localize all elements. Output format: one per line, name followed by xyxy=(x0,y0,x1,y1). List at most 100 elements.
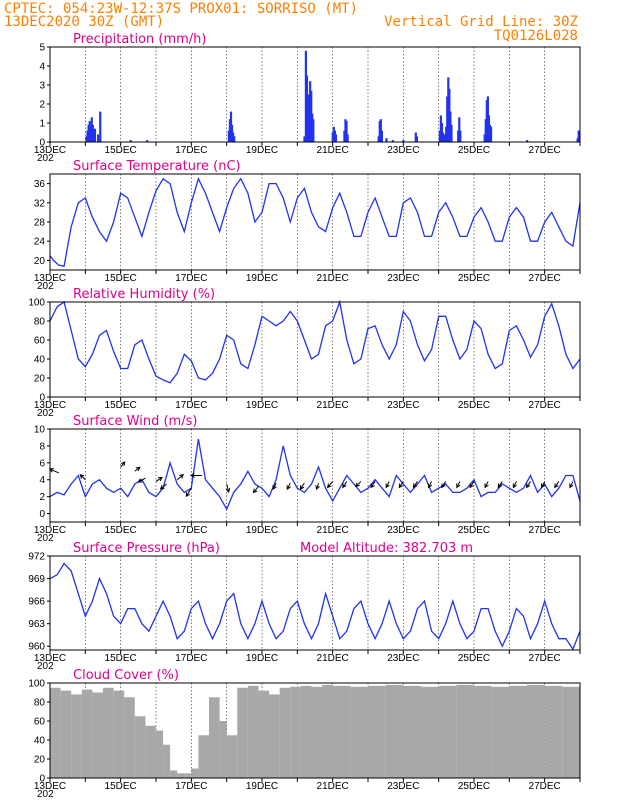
wind-arrow-head xyxy=(157,476,163,482)
wind-arrow-head xyxy=(497,483,503,489)
y-tick-label: 100 xyxy=(28,298,45,309)
wind-arrow xyxy=(272,482,277,491)
cloud-bar xyxy=(279,687,291,778)
wind-arrow xyxy=(189,473,202,478)
wind-arrow-head xyxy=(135,466,141,472)
y-tick-label: 0 xyxy=(39,393,45,404)
wind-arrow-head xyxy=(286,485,291,491)
x-tick-label: 21DEC xyxy=(317,525,349,536)
x-tick-label: 21DEC xyxy=(317,145,349,156)
y-tick-label: 10 xyxy=(34,425,46,436)
x-tick-label: 13DEC xyxy=(34,653,66,664)
x-tick-label: 25DEC xyxy=(458,525,490,536)
wind-arrow-head xyxy=(554,483,559,489)
cloud-bar xyxy=(247,685,259,778)
precip-bar xyxy=(450,124,453,142)
wind-arrow xyxy=(299,482,305,490)
wind-arrow-shaft xyxy=(398,481,404,488)
precip-bar xyxy=(489,126,493,142)
cloud-bar xyxy=(50,687,61,778)
cloud-bar xyxy=(209,697,220,778)
y-tick-label: 40 xyxy=(34,355,46,366)
temperature-line xyxy=(49,177,581,267)
wind-arrow-head xyxy=(355,482,360,488)
x-tick-label: 19DEC xyxy=(246,525,278,536)
x-axis-year-stub: 202 xyxy=(37,281,54,292)
wind-arrow xyxy=(469,481,475,489)
panel-title: Cloud Cover (%) xyxy=(73,668,179,683)
y-tick-label: 100 xyxy=(28,679,45,690)
wind-arrow-head xyxy=(541,483,546,489)
x-tick-label: 13DEC xyxy=(34,145,66,156)
x-tick-label: 27DEC xyxy=(529,273,561,284)
wind-arrow xyxy=(385,481,390,489)
x-tick-label: 19DEC xyxy=(246,653,278,664)
x-tick-label: 15DEC xyxy=(105,400,137,411)
precip-bar xyxy=(346,134,349,142)
wind-arrow-head xyxy=(159,485,165,490)
wind-arrow xyxy=(155,476,163,482)
wind-arrow-head xyxy=(272,485,277,491)
cloud-bar xyxy=(92,692,103,778)
cloud-bar xyxy=(145,725,156,778)
x-axis-year-stub: 202 xyxy=(37,789,54,800)
cloud-bar xyxy=(385,684,404,778)
cloud-bar xyxy=(184,773,192,778)
wind-arrow xyxy=(355,481,362,488)
wind-arrow-head xyxy=(299,485,305,490)
cloud-bar xyxy=(226,735,238,778)
wind-arrow-head xyxy=(512,483,517,489)
wind-arrow-shaft xyxy=(441,481,447,488)
panel-title: Surface Wind (m/s) xyxy=(73,414,197,429)
y-tick-label: 60 xyxy=(34,336,46,347)
cloud-cover-panel: 0 20 40 60 80 100 13DEC 15DEC 17DEC 19DEC 21DEC 23D… xyxy=(28,668,581,800)
x-tick-label: 23DEC xyxy=(387,525,419,536)
precip-bar xyxy=(385,138,388,142)
cloud-bar xyxy=(421,686,439,778)
x-tick-label: 23DEC xyxy=(387,400,419,411)
wind-arrow-shaft xyxy=(413,481,418,488)
x-axis-year-stub: 202 xyxy=(37,533,54,544)
cloud-bar xyxy=(198,735,209,778)
cloud-bar xyxy=(403,685,421,778)
wind-arrow-shaft xyxy=(512,481,517,488)
y-tick-label: 966 xyxy=(28,597,45,608)
wind-arrow-head xyxy=(120,461,126,467)
wind-arrow-head xyxy=(185,492,191,498)
wind-arrow-head xyxy=(189,473,195,478)
plot-frame xyxy=(49,682,581,779)
cloud-bar xyxy=(71,694,82,778)
panel-title: Surface Temperature (nC) xyxy=(73,159,241,174)
x-tick-label: 21DEC xyxy=(317,653,349,664)
wind-arrow-shaft xyxy=(484,481,489,488)
wind-arrow-head xyxy=(370,483,375,489)
cloud-bar xyxy=(269,694,280,778)
y-tick-label: 972 xyxy=(28,552,45,563)
y-tick-label: 5 xyxy=(39,43,45,54)
cloud-bar xyxy=(113,690,125,778)
wind-arrow xyxy=(525,481,531,489)
y-tick-label: 4 xyxy=(39,62,45,73)
wind-arrow-shaft xyxy=(370,481,376,488)
cloud-bar xyxy=(156,730,164,778)
y-tick-label: 969 xyxy=(28,574,45,585)
y-tick-label: 3 xyxy=(39,81,45,92)
cloud-bar xyxy=(491,686,510,778)
humidity-panel: 0 20 40 60 80 100 13DEC 15DEC 17DEC 19DEC 21DEC 23D… xyxy=(28,287,581,419)
wind-arrow-shaft xyxy=(456,481,461,488)
wind-arrow xyxy=(120,461,126,468)
wind-arrow-head xyxy=(326,483,332,489)
header-model-id: TQ0126L028 xyxy=(494,28,578,44)
x-tick-label: 25DEC xyxy=(458,400,490,411)
y-tick-label: 0 xyxy=(39,138,45,149)
x-tick-label: 13DEC xyxy=(34,400,66,411)
plot-frame xyxy=(49,301,581,398)
cloud-bar xyxy=(60,690,72,778)
precip-bar xyxy=(146,140,149,142)
wind-arrow-head xyxy=(569,483,574,489)
y-tick-label: 80 xyxy=(34,317,46,328)
wind-arrow xyxy=(225,483,231,493)
wind-arrow-shaft xyxy=(299,482,305,490)
x-tick-label: 25DEC xyxy=(458,781,490,792)
